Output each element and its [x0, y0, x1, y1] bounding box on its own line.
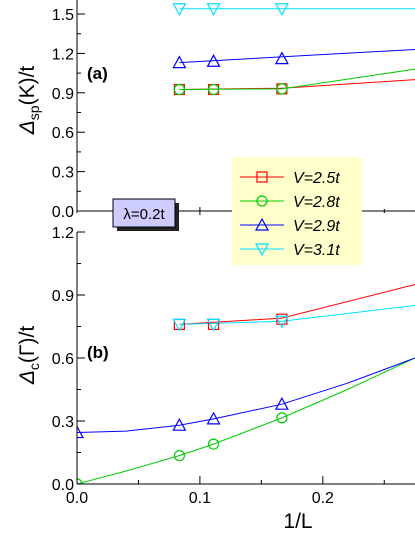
panel-a: 0.0 0.3 0.6 0.9 1.2 1.5 (a) Δsp(K)/t λ=0.2t V… [16, 0, 415, 265]
data-point [206, 411, 221, 425]
data-point [172, 3, 187, 16]
data-point [206, 3, 221, 16]
data-point [206, 318, 221, 332]
legend-label: V=2.9t [293, 218, 340, 235]
panel-a-y-axis-label: Δsp(K)/t [16, 66, 42, 136]
data-point [276, 83, 288, 95]
series-line [77, 357, 415, 484]
series-line [179, 48, 415, 64]
legend-label: V=2.5t [293, 170, 340, 187]
data-point [172, 55, 187, 69]
data-point [274, 396, 289, 410]
x-tick-label: 0.0 [66, 490, 88, 507]
x-axis-label: 1/L [283, 510, 312, 533]
legend-marker [256, 171, 268, 183]
data-point [173, 450, 185, 462]
y-tick-label: 0.0 [52, 204, 74, 221]
y-tick-label: 0.9 [52, 86, 74, 103]
data-point [173, 83, 185, 96]
series-line [179, 68, 415, 91]
y-tick-label: 0.6 [52, 351, 74, 368]
panel-b-label: (b) [87, 343, 109, 362]
data-point [274, 3, 289, 16]
y-tick-label: 1.2 [52, 46, 74, 63]
y-tick-label: 1.5 [52, 7, 74, 24]
data-point [276, 412, 288, 424]
data-point [77, 425, 85, 439]
annotation-box: λ=0.2t [112, 198, 179, 231]
annotation-lambda: λ=0.2t [123, 206, 165, 223]
data-point [207, 83, 220, 96]
panel-b: 0.0 0.3 0.6 0.9 1.2 0.0 0.1 0.2 (b) Δc(Γ)/t 1/… [16, 225, 415, 533]
data-point [207, 438, 220, 450]
y-tick-label: 0.0 [52, 477, 74, 494]
legend-label: V=2.8t [293, 194, 340, 211]
data-point [172, 417, 187, 431]
y-tick-label: 0.6 [52, 125, 74, 142]
legend-label: V=3.1t [293, 242, 340, 259]
series-line [77, 357, 415, 434]
panel-a-label: (a) [87, 64, 108, 83]
y-tick-label: 0.3 [52, 165, 74, 182]
y-tick-label: 0.3 [52, 414, 74, 431]
panel-b-plot [77, 284, 415, 484]
y-tick-label: 1.2 [52, 225, 74, 242]
legend-box [232, 157, 362, 265]
data-point [206, 54, 221, 67]
legend-marker [254, 243, 270, 257]
legend-marker [254, 217, 270, 231]
data-point [274, 315, 289, 329]
legend-marker [256, 195, 268, 207]
y-tick-label: 0.9 [52, 288, 74, 305]
series-line [179, 305, 415, 325]
data-point [274, 51, 289, 65]
data-point [172, 318, 187, 332]
panel-b-y-axis-label: Δc(Γ)/t [16, 326, 42, 385]
panel-a-plot [172, 3, 415, 96]
legend: V=2.5t V=2.8t V=2.9t V=3.1t [232, 157, 362, 265]
series-line [179, 284, 415, 325]
x-tick-label: 0.1 [189, 490, 211, 507]
x-tick-label: 0.2 [312, 490, 334, 507]
